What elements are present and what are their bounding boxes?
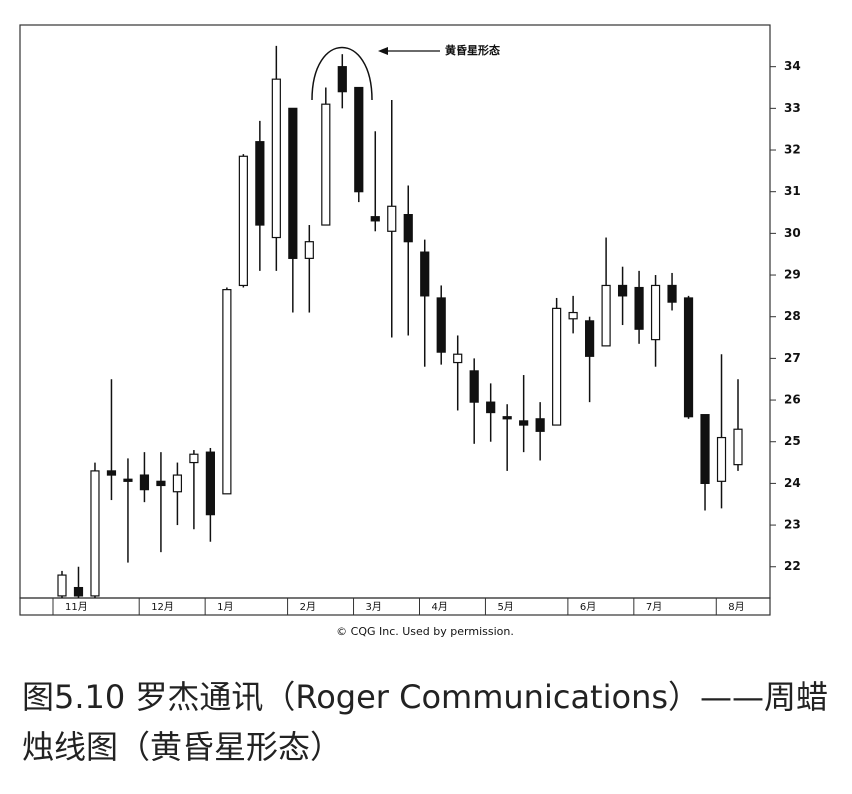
candle-body [189, 453, 199, 464]
candle-body [486, 401, 496, 414]
candle-body [90, 470, 100, 597]
y-tick-label: 30 [784, 226, 801, 240]
candle-body [650, 284, 661, 341]
candle-body [601, 284, 611, 347]
candle-body [337, 66, 347, 93]
annotation: 黄昏星形态 [445, 43, 500, 57]
candle-body [304, 241, 314, 259]
candle-body [700, 414, 710, 485]
x-tick-label: 4月 [431, 601, 447, 613]
y-tick-label: 26 [784, 393, 801, 407]
candle-body [387, 205, 397, 232]
candle-body [519, 420, 529, 426]
candle-body [453, 353, 463, 364]
candle-body [156, 480, 166, 487]
candle-body [205, 451, 215, 516]
source-note: © CQG Inc. Used by permission. [336, 625, 514, 638]
caption: 图5.10 罗杰通讯（Roger Communications）——周蜡烛线图（… [22, 678, 829, 766]
candle-body [172, 474, 183, 493]
x-axis-strip [19, 597, 771, 616]
candle-body [370, 216, 380, 222]
candle-body [716, 436, 727, 482]
candle-body [436, 297, 446, 353]
candle-body [73, 586, 84, 597]
candle-body [106, 470, 117, 476]
y-tick-label: 34 [784, 59, 801, 73]
candle-body [288, 107, 298, 259]
y-tick-label: 31 [784, 184, 801, 198]
y-tick-label: 24 [784, 476, 801, 490]
candle-body [271, 78, 281, 239]
pattern-arc [311, 46, 373, 101]
candle-body [585, 320, 595, 357]
x-tick-label: 5月 [497, 601, 513, 613]
candle-body [238, 155, 248, 287]
candle-body [568, 311, 578, 320]
candle-body [502, 416, 512, 420]
y-tick-label: 23 [784, 518, 801, 532]
x-tick-label: 2月 [300, 601, 316, 613]
arrow-head [378, 47, 388, 55]
y-tick-label: 29 [784, 268, 801, 282]
y-tick-label: 25 [784, 434, 801, 448]
candle-body [683, 297, 694, 418]
x-tick-label: 8月 [728, 601, 744, 613]
candle-body [222, 289, 232, 495]
candle-body [57, 574, 67, 597]
y-tick-label: 33 [784, 101, 801, 115]
candle-body [535, 418, 545, 432]
x-tick-label: 1月 [217, 601, 233, 613]
candle-body [552, 307, 562, 426]
x-tick-label: 3月 [366, 601, 382, 613]
candle-body [634, 286, 644, 330]
candle-body [139, 474, 150, 491]
candle-body [354, 86, 364, 193]
candle-body [403, 214, 413, 243]
y-tick-label: 27 [784, 351, 801, 365]
candle-body [321, 103, 331, 226]
chart: 黄昏星形态 © CQG Inc. Used by permission. 22 2… [19, 24, 801, 638]
y-tick-label: 22 [784, 559, 801, 573]
candle-body [469, 370, 479, 403]
x-tick-label: 7月 [646, 601, 662, 613]
candle-body [255, 141, 265, 226]
y-tick-label: 32 [784, 143, 801, 157]
candle-body [733, 428, 743, 466]
candle-body [123, 478, 133, 482]
candle-body [617, 284, 628, 297]
y-tick-label: 28 [784, 309, 801, 323]
candle-body [420, 251, 430, 297]
x-tick-label: 11月 [65, 601, 88, 613]
x-tick-label: 12月 [151, 601, 174, 613]
x-tick-label: 6月 [580, 601, 596, 613]
candle-body [667, 284, 677, 303]
